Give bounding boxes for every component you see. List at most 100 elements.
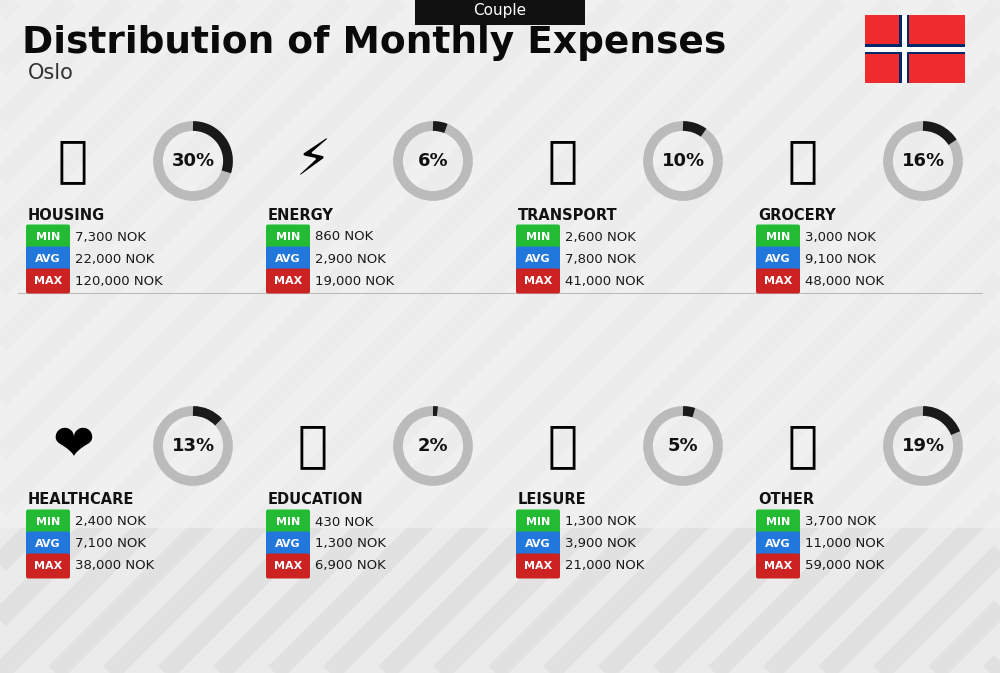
- FancyBboxPatch shape: [26, 553, 70, 579]
- Text: 2%: 2%: [418, 437, 448, 455]
- Text: TRANSPORT: TRANSPORT: [518, 207, 618, 223]
- Text: AVG: AVG: [35, 539, 61, 549]
- Text: 860 NOK: 860 NOK: [315, 230, 373, 244]
- FancyBboxPatch shape: [756, 532, 800, 557]
- Text: 11,000 NOK: 11,000 NOK: [805, 538, 884, 551]
- FancyBboxPatch shape: [26, 509, 70, 534]
- Text: 7,800 NOK: 7,800 NOK: [565, 252, 636, 266]
- FancyBboxPatch shape: [415, 0, 585, 25]
- Text: MIN: MIN: [276, 517, 300, 527]
- Text: MIN: MIN: [36, 232, 60, 242]
- Text: 38,000 NOK: 38,000 NOK: [75, 559, 154, 573]
- FancyBboxPatch shape: [516, 225, 560, 250]
- Text: HOUSING: HOUSING: [28, 207, 105, 223]
- Text: AVG: AVG: [765, 254, 791, 264]
- Text: 120,000 NOK: 120,000 NOK: [75, 275, 163, 287]
- Text: AVG: AVG: [765, 539, 791, 549]
- Text: MIN: MIN: [36, 517, 60, 527]
- Text: 10%: 10%: [661, 152, 705, 170]
- FancyBboxPatch shape: [756, 509, 800, 534]
- Text: 48,000 NOK: 48,000 NOK: [805, 275, 884, 287]
- Text: MAX: MAX: [524, 276, 552, 286]
- Text: MAX: MAX: [764, 561, 792, 571]
- FancyBboxPatch shape: [516, 509, 560, 534]
- FancyBboxPatch shape: [266, 509, 310, 534]
- FancyBboxPatch shape: [26, 532, 70, 557]
- Text: MIN: MIN: [766, 517, 790, 527]
- Text: MIN: MIN: [766, 232, 790, 242]
- FancyBboxPatch shape: [516, 269, 560, 293]
- Text: 19,000 NOK: 19,000 NOK: [315, 275, 394, 287]
- FancyBboxPatch shape: [865, 46, 965, 52]
- Text: MAX: MAX: [34, 276, 62, 286]
- Text: MIN: MIN: [526, 517, 550, 527]
- Text: 59,000 NOK: 59,000 NOK: [805, 559, 884, 573]
- Text: LEISURE: LEISURE: [518, 493, 587, 507]
- Text: AVG: AVG: [35, 254, 61, 264]
- Text: GROCERY: GROCERY: [758, 207, 836, 223]
- Text: AVG: AVG: [275, 254, 301, 264]
- Text: 🛍: 🛍: [548, 422, 578, 470]
- Text: 9,100 NOK: 9,100 NOK: [805, 252, 876, 266]
- FancyBboxPatch shape: [899, 15, 909, 83]
- Text: ⚡: ⚡: [295, 137, 331, 185]
- FancyBboxPatch shape: [266, 246, 310, 271]
- Text: 19%: 19%: [901, 437, 945, 455]
- Text: EDUCATION: EDUCATION: [268, 493, 364, 507]
- Text: 3,700 NOK: 3,700 NOK: [805, 516, 876, 528]
- FancyBboxPatch shape: [266, 225, 310, 250]
- FancyBboxPatch shape: [266, 532, 310, 557]
- Text: Distribution of Monthly Expenses: Distribution of Monthly Expenses: [22, 25, 726, 61]
- Text: MIN: MIN: [276, 232, 300, 242]
- Text: MIN: MIN: [526, 232, 550, 242]
- Text: AVG: AVG: [525, 539, 551, 549]
- Text: OTHER: OTHER: [758, 493, 814, 507]
- FancyBboxPatch shape: [865, 44, 965, 54]
- Text: 💰: 💰: [788, 422, 818, 470]
- Text: 13%: 13%: [171, 437, 215, 455]
- Text: MAX: MAX: [764, 276, 792, 286]
- Text: 2,400 NOK: 2,400 NOK: [75, 516, 146, 528]
- FancyBboxPatch shape: [756, 225, 800, 250]
- Text: MAX: MAX: [274, 276, 302, 286]
- Text: 🚌: 🚌: [548, 137, 578, 185]
- FancyBboxPatch shape: [865, 15, 965, 83]
- FancyBboxPatch shape: [26, 246, 70, 271]
- FancyBboxPatch shape: [516, 532, 560, 557]
- Text: 22,000 NOK: 22,000 NOK: [75, 252, 154, 266]
- FancyBboxPatch shape: [26, 269, 70, 293]
- Text: MAX: MAX: [524, 561, 552, 571]
- Text: ❤: ❤: [52, 422, 94, 470]
- Text: 16%: 16%: [901, 152, 945, 170]
- FancyBboxPatch shape: [516, 246, 560, 271]
- Text: 1,300 NOK: 1,300 NOK: [315, 538, 386, 551]
- Text: 7,100 NOK: 7,100 NOK: [75, 538, 146, 551]
- Text: ENERGY: ENERGY: [268, 207, 334, 223]
- Text: 21,000 NOK: 21,000 NOK: [565, 559, 644, 573]
- Text: 41,000 NOK: 41,000 NOK: [565, 275, 644, 287]
- Text: 6,900 NOK: 6,900 NOK: [315, 559, 386, 573]
- Text: HEALTHCARE: HEALTHCARE: [28, 493, 134, 507]
- Text: AVG: AVG: [525, 254, 551, 264]
- FancyBboxPatch shape: [756, 246, 800, 271]
- Text: 1,300 NOK: 1,300 NOK: [565, 516, 636, 528]
- Text: Oslo: Oslo: [28, 63, 74, 83]
- Text: MAX: MAX: [34, 561, 62, 571]
- Text: 2,600 NOK: 2,600 NOK: [565, 230, 636, 244]
- Text: 2,900 NOK: 2,900 NOK: [315, 252, 386, 266]
- Text: 🛒: 🛒: [788, 137, 818, 185]
- Text: 7,300 NOK: 7,300 NOK: [75, 230, 146, 244]
- FancyBboxPatch shape: [902, 15, 906, 83]
- FancyBboxPatch shape: [266, 553, 310, 579]
- FancyBboxPatch shape: [26, 225, 70, 250]
- FancyBboxPatch shape: [516, 553, 560, 579]
- Text: 5%: 5%: [668, 437, 698, 455]
- Text: 6%: 6%: [418, 152, 448, 170]
- Text: 3,000 NOK: 3,000 NOK: [805, 230, 876, 244]
- FancyBboxPatch shape: [266, 269, 310, 293]
- Text: 🏙: 🏙: [58, 137, 88, 185]
- Text: MAX: MAX: [274, 561, 302, 571]
- Text: 3,900 NOK: 3,900 NOK: [565, 538, 636, 551]
- FancyBboxPatch shape: [0, 0, 1000, 528]
- Text: Couple: Couple: [473, 3, 527, 17]
